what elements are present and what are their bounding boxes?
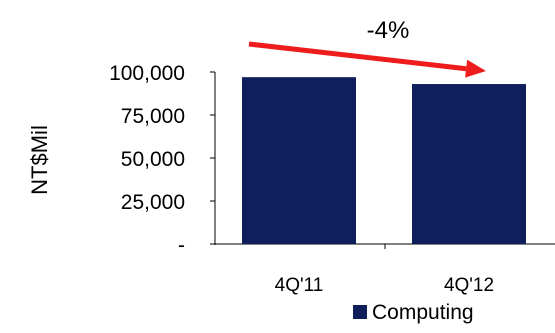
- y-tick-label: 75,000: [121, 105, 185, 128]
- legend-label: Computing: [372, 301, 474, 324]
- y-tick-label: 25,000: [121, 191, 185, 214]
- y-tick-label: 100,000: [109, 62, 185, 85]
- y-tick-label: 50,000: [121, 148, 185, 171]
- x-tick-label: 4Q'11: [275, 275, 324, 296]
- x-tick-label: 4Q'12: [444, 275, 494, 296]
- y-axis-title-group: NT$Mil: [27, 125, 52, 195]
- y-tick-label: -: [178, 234, 185, 257]
- legend: Computing: [353, 301, 474, 324]
- bar: [412, 84, 526, 244]
- bar: [242, 77, 356, 244]
- plot-area: - 25,000 50,000 75,000 100,000 4Q'11 4Q'12 -4%: [109, 17, 555, 296]
- change-arrow-head: [465, 59, 486, 78]
- change-arrow-shaft: [248, 41, 467, 72]
- change-annotation-label: -4%: [367, 17, 410, 44]
- legend-swatch: [353, 305, 367, 319]
- y-axis-title: NT$Mil: [27, 125, 52, 195]
